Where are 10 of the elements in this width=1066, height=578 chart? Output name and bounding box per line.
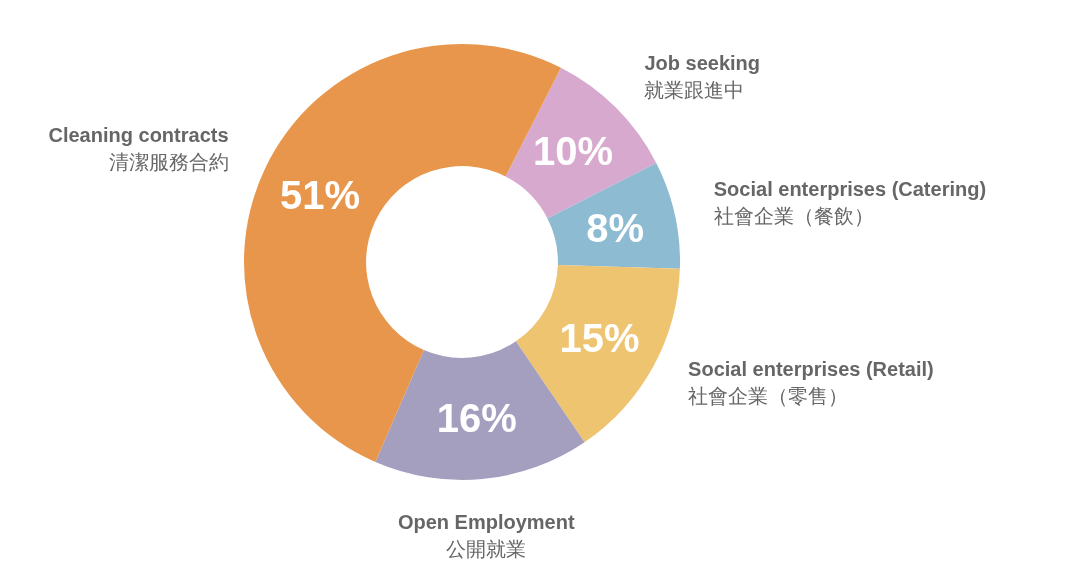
data-label: 8% xyxy=(586,205,645,250)
slice-label: Open Employment 公開就業 xyxy=(397,510,575,560)
data-label: 51% xyxy=(279,173,361,218)
slice-label: Social enterprises (Catering) 社會企業（餐飲） xyxy=(713,177,987,227)
slice-label: Social enterprises (Retail) 社會企業（零售） xyxy=(688,358,934,408)
data-label: 15% xyxy=(559,315,640,360)
slice-label: Job seeking 就業跟進中 xyxy=(644,51,761,101)
data-label: 16% xyxy=(436,396,517,441)
slice-label: Cleaning contracts 清潔服務合約 xyxy=(48,124,229,174)
data-label: 10% xyxy=(532,129,614,174)
